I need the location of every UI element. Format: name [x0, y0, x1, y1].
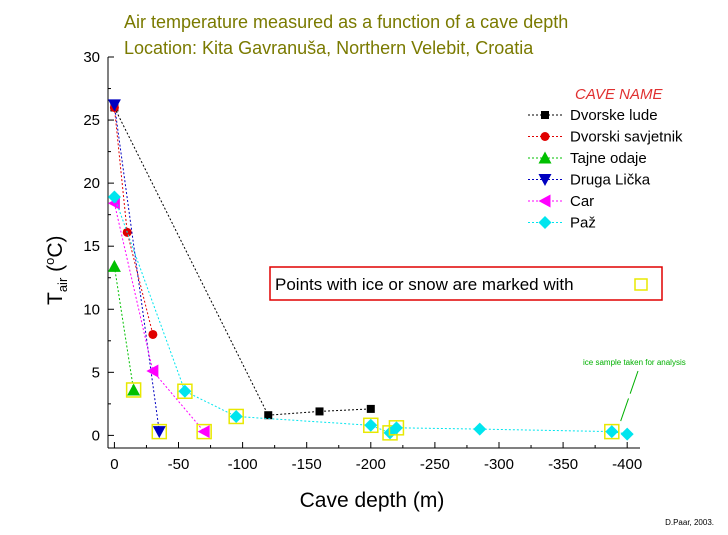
series-5 [107, 190, 634, 441]
ice-marker [604, 423, 620, 440]
x-tick-label: -250 [420, 456, 450, 473]
legend-label: Paž [570, 215, 596, 232]
x-tick-label: -50 [168, 456, 190, 473]
ice-marker [196, 423, 212, 440]
ice-marker [363, 417, 379, 434]
x-tick-label: -200 [356, 456, 386, 473]
ice-note-swatch [634, 278, 648, 291]
ice-marker [151, 423, 168, 440]
legend-marker [538, 194, 551, 208]
data-point [364, 418, 378, 432]
chart-subtitle: Location: Kita Gavranuša, Northern Veleb… [124, 38, 534, 58]
legend-marker [540, 132, 550, 141]
data-point [146, 364, 159, 378]
credit-text: D.Paar, 2003. [665, 518, 714, 527]
ice-note-text: Points with ice or snow are marked with [275, 275, 574, 294]
data-point [620, 427, 634, 441]
data-point [152, 426, 166, 439]
y-tick-label: 5 [92, 364, 100, 381]
annotation-text: ice sample taken for analysis [583, 358, 686, 367]
data-point [229, 409, 243, 423]
x-axis-title: Cave depth (m) [300, 489, 445, 512]
data-point [107, 99, 121, 112]
legend-title: CAVE NAME [575, 86, 664, 103]
legend-label: Tajne odaje [570, 150, 647, 167]
data-point [148, 329, 158, 339]
data-point [473, 422, 487, 436]
x-tick-label: -300 [484, 456, 514, 473]
legend-marker [538, 174, 552, 186]
legend: CAVE NAME Dvorske lude Dvorski savjetnik Ta… [528, 86, 683, 232]
data-point [389, 421, 403, 435]
series-1 [109, 102, 158, 339]
series-line [113, 104, 160, 432]
data-point [264, 411, 273, 420]
legend-marker [541, 111, 549, 119]
series-4 [107, 196, 212, 440]
y-tick-label: 25 [83, 112, 100, 129]
series-line [113, 196, 628, 435]
legend-label: Dvorski savjetnik [570, 129, 683, 146]
legend-marker [538, 216, 552, 229]
x-tick-label: -150 [292, 456, 322, 473]
y-axis-title: Tair (oC) [42, 235, 70, 305]
ice-marker [125, 382, 142, 398]
x-tick-label: -350 [548, 456, 578, 473]
ice-note-frame [269, 266, 663, 301]
data-point [315, 407, 324, 416]
data-point [178, 384, 192, 398]
series-line [113, 266, 135, 391]
ice-note-box: Points with ice or snow are marked with [269, 266, 663, 301]
data-point [107, 259, 121, 272]
x-tick-label: 0 [110, 456, 118, 473]
x-tick-label: -400 [612, 456, 642, 473]
x-tick-label: -100 [228, 456, 258, 473]
data-point [197, 425, 210, 439]
legend-label: Druga Lička [570, 172, 651, 189]
y-tick-label: 30 [83, 49, 100, 66]
annotation-arrow [619, 370, 639, 424]
series-3 [107, 99, 168, 440]
series-line [113, 107, 154, 335]
y-tick-label: 20 [83, 175, 100, 192]
data-point [366, 404, 375, 413]
series-2 [107, 259, 142, 398]
legend-marker [538, 151, 552, 164]
chart-title: Air temperature measured as a function o… [124, 12, 569, 32]
legend-label: Car [570, 193, 594, 210]
legend-label: Dvorske lude [570, 107, 658, 124]
data-point [107, 190, 121, 204]
series-line [113, 107, 371, 416]
y-tick-label: 15 [83, 238, 100, 255]
y-tick-label: 10 [83, 301, 100, 318]
ice-marker [388, 420, 405, 436]
data-point [127, 383, 141, 396]
ice-marker [228, 408, 244, 425]
data-point [605, 425, 619, 439]
ice-marker [177, 383, 193, 399]
y-tick-label: 0 [92, 427, 100, 444]
